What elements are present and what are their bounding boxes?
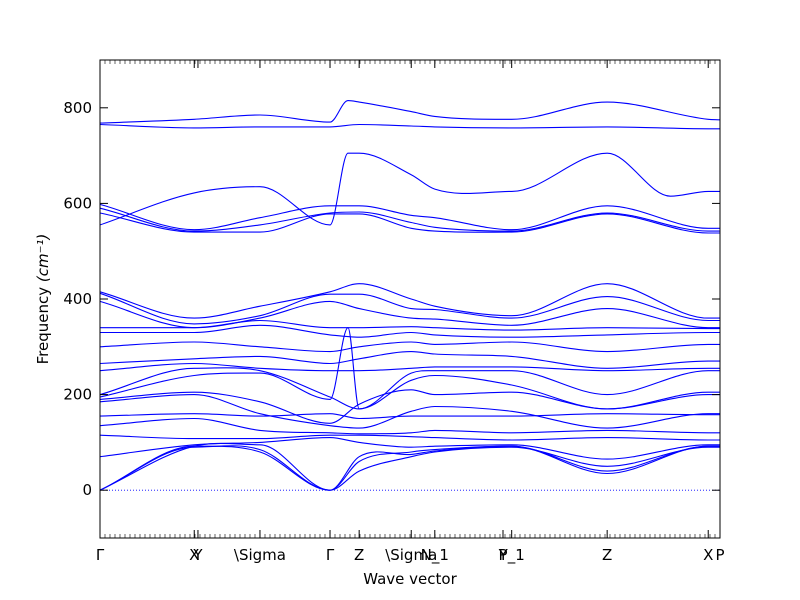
ticks-layer — [99, 60, 721, 538]
x-tick-label: \Sigma — [234, 546, 286, 564]
y-axis-label-unit: (cm⁻¹) — [34, 234, 52, 283]
y-tick-label: 400 — [63, 290, 92, 308]
y-tick-label: 800 — [63, 99, 92, 117]
band-line-8 — [99, 292, 720, 325]
band-line-11 — [100, 324, 720, 338]
band-line-21 — [99, 434, 720, 441]
x-tick-label: Y — [192, 546, 203, 564]
x-axis-label: Wave vector — [363, 570, 457, 588]
x-tick-label: P — [715, 546, 724, 564]
band-line-7 — [99, 283, 720, 319]
band-line-25 — [99, 442, 720, 491]
x-tick-label: X — [189, 546, 199, 564]
band-line-15 — [99, 367, 720, 410]
x-tick-label: Y_1 — [498, 546, 525, 565]
band-line-22 — [99, 437, 720, 460]
band-line-5 — [99, 207, 720, 232]
y-axis-label-text: Frequency — [34, 282, 52, 364]
x-tick-label: Z — [602, 546, 612, 564]
x-tick-label: \Sigma — [385, 546, 437, 564]
plot-frame — [99, 59, 721, 539]
band-line-20 — [99, 417, 720, 435]
x-tick-label: Γ — [326, 546, 335, 564]
y-axis-label: Frequency (cm⁻¹) — [34, 234, 52, 365]
band-line-19 — [99, 413, 720, 420]
y-tick-label: 600 — [63, 194, 92, 212]
band-line-12 — [99, 341, 720, 353]
band-line-18 — [99, 394, 720, 429]
band-line-10 — [100, 319, 720, 331]
y-tick-label: 200 — [63, 386, 92, 404]
band-line-14 — [99, 362, 720, 372]
x-tick-label: P — [498, 546, 507, 564]
band-line-24 — [99, 445, 720, 491]
y-tick-label: 0 — [82, 481, 92, 499]
x-tick-label: Γ — [96, 546, 105, 564]
band-line-1 — [99, 100, 721, 124]
band-line-23 — [99, 445, 720, 491]
band-line-17 — [99, 389, 720, 424]
x-tick-label: N_1 — [421, 546, 449, 565]
bands-layer — [99, 100, 721, 491]
x-tick-label: X — [703, 546, 713, 564]
band-line-6 — [99, 212, 720, 234]
band-line-2 — [99, 123, 720, 130]
band-line-3 — [99, 152, 720, 226]
band-line-4 — [99, 203, 720, 231]
band-line-13 — [99, 351, 720, 369]
x-tick-label: Z — [354, 546, 364, 564]
